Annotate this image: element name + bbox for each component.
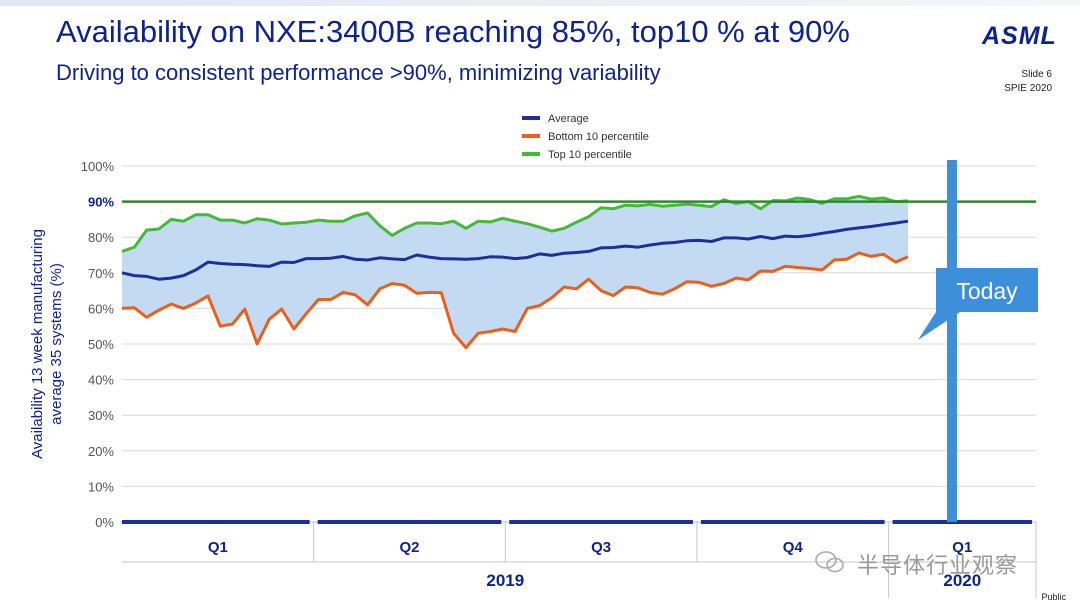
quarter-label: Q4 [783, 539, 804, 556]
legend-label-top: Top 10 percentile [548, 149, 632, 161]
year-label: 2019 [486, 571, 524, 590]
y-tick-label: 50% [88, 337, 114, 352]
y-tick-label: 90% [88, 195, 114, 210]
watermark-text: 半导体行业观察 [857, 553, 1019, 578]
top-banner [0, 0, 1080, 6]
y-tick-label: 20% [88, 444, 114, 459]
y-tick-label: 70% [88, 266, 114, 281]
classification-label: Public [1041, 592, 1066, 602]
slide-title: Availability on NXE:3400B reaching 85%, … [56, 14, 850, 49]
y-tick-label: 40% [88, 373, 114, 388]
y-axis-title: Availability 13 week manufacturing averag… [29, 229, 65, 459]
y-tick-label: 60% [88, 301, 114, 316]
y-tick-label: 80% [88, 230, 114, 245]
quarter-label: Q2 [399, 539, 419, 556]
legend-label-average: Average [548, 113, 589, 125]
slide-meta: Slide 6 SPIE 2020 [1004, 68, 1052, 96]
year-label: 2020 [943, 571, 981, 590]
y-tick-label: 10% [88, 479, 114, 494]
series-line-average [121, 219, 909, 281]
y-tick-label: 100% [81, 159, 115, 174]
wechat-icon [815, 551, 844, 573]
y-axis-title-line: average 35 systems (%) [48, 263, 65, 425]
slide-subtitle: Driving to consistent performance >90%, … [56, 60, 661, 85]
y-axis-title-line: Availability 13 week manufacturing [29, 229, 46, 459]
y-tick-label: 30% [88, 408, 114, 423]
quarter-label: Q1 [208, 539, 228, 556]
slide-number: Slide 6 [1021, 69, 1052, 80]
today-marker [946, 160, 957, 522]
quarter-label: Q1 [952, 539, 972, 556]
event-label: SPIE 2020 [1004, 83, 1052, 94]
asml-logo: ASML [982, 22, 1057, 50]
quarter-label: Q3 [591, 539, 611, 556]
today-callout [918, 268, 1038, 340]
legend-label-bottom: Bottom 10 percentile [548, 131, 649, 143]
today-label: Today [956, 278, 1018, 304]
percentile-band [122, 196, 908, 348]
y-tick-label: 0% [95, 515, 114, 530]
series-line-bottom [121, 251, 909, 350]
watermark: 半导体行业观察 [815, 548, 1055, 578]
